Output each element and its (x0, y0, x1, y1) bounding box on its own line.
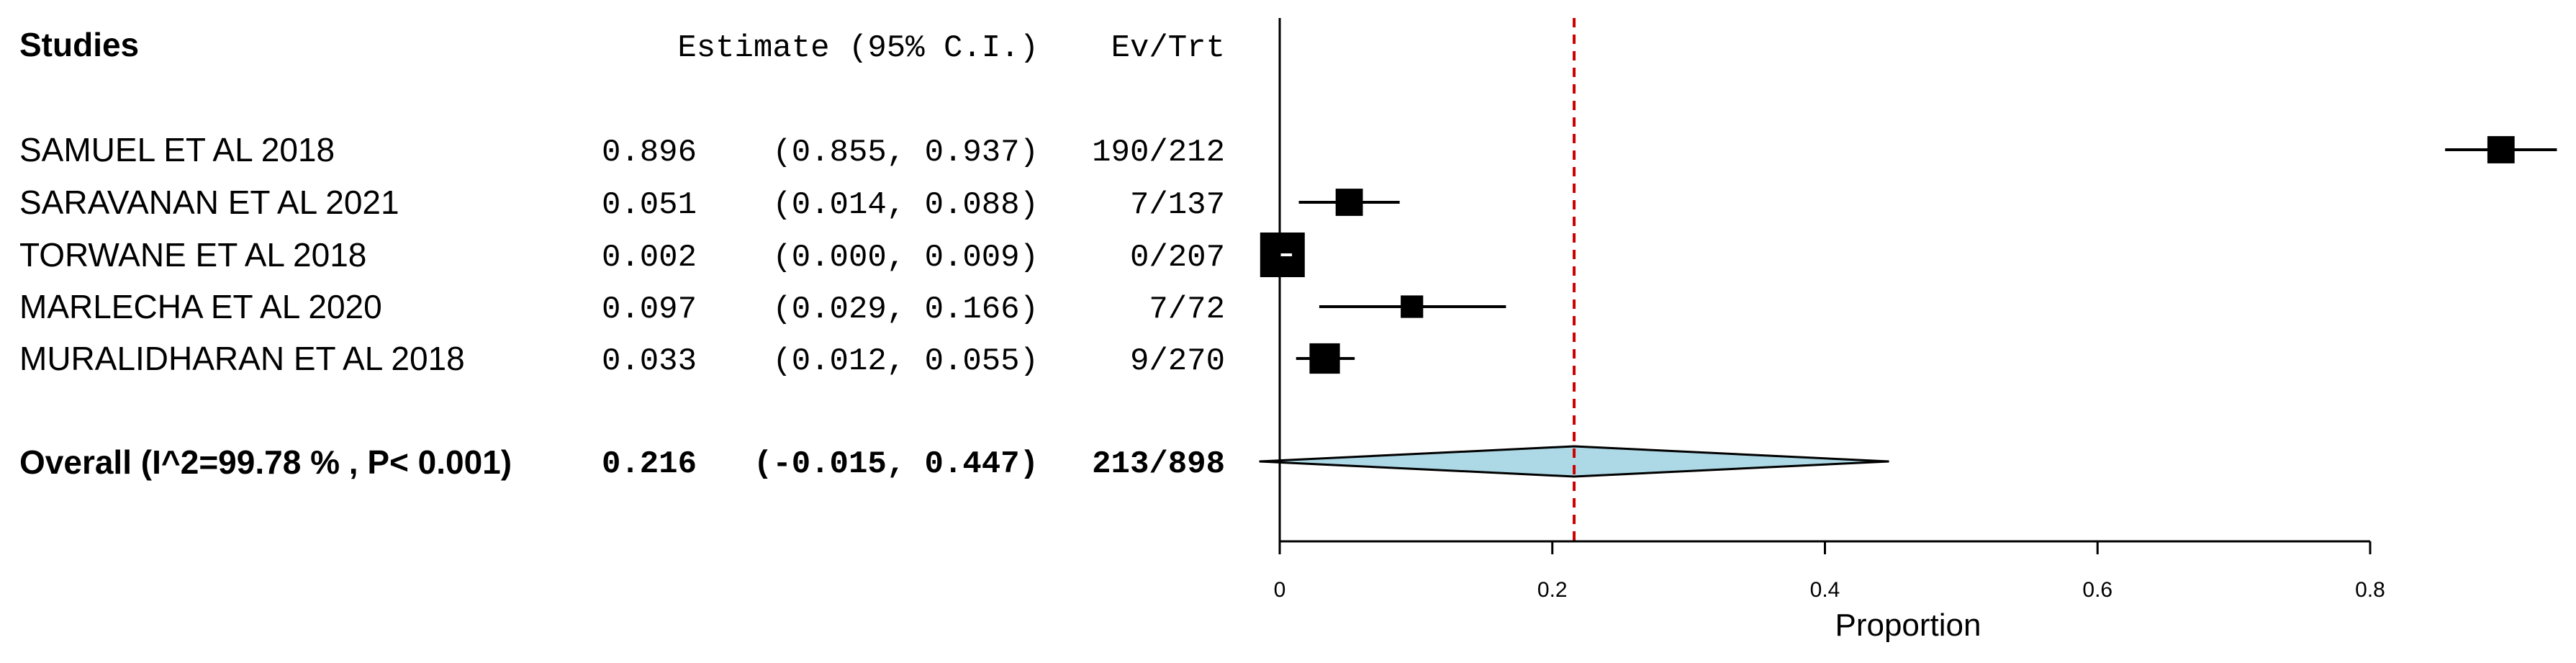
overall-ci: (-0.015, 0.447) (754, 446, 1039, 482)
study-name: SAMUEL ET AL 2018 (19, 131, 335, 168)
study-name: MARLECHA ET AL 2020 (19, 288, 382, 325)
study-ci: (0.000, 0.009) (772, 240, 1039, 276)
study-point-box (1401, 295, 1424, 318)
x-axis: 0 0.2 0.4 0.6 0.8 (1274, 18, 2385, 602)
study-estimate: 0.097 (602, 292, 697, 328)
header-events: Ev/Trt (1111, 30, 1225, 66)
study-point-box (1309, 343, 1340, 374)
x-tick-label: 0.8 (2355, 578, 2385, 602)
x-axis-label: Proportion (1835, 608, 1981, 643)
study-estimate: 0.002 (602, 240, 697, 276)
study-name: TORWANE ET AL 2018 (19, 236, 366, 274)
overall-diamond (1259, 445, 1889, 478)
plot-marks (1259, 18, 2557, 541)
study-ci: (0.855, 0.937) (772, 135, 1039, 171)
study-rows: SAMUEL ET AL 2018 0.896 (0.855, 0.937) 190/… (19, 131, 1225, 482)
overall-estimate: 0.216 (602, 446, 697, 482)
study-events: 9/270 (1130, 343, 1225, 379)
x-tick-label: 0 (1274, 578, 1286, 602)
study-name: MURALIDHARAN ET AL 2018 (19, 340, 465, 377)
study-events: 0/207 (1130, 240, 1225, 276)
study-events: 190/212 (1092, 135, 1225, 171)
study-ci: (0.029, 0.166) (772, 292, 1039, 328)
header-estimate: Estimate (95% C.I.) (677, 30, 1039, 66)
x-tick-label: 0.2 (1537, 578, 1568, 602)
study-ci: (0.014, 0.088) (772, 187, 1039, 223)
study-events: 7/137 (1130, 187, 1225, 223)
overall-label: Overall (I^2=99.78 % , P< 0.001) (19, 443, 512, 481)
overall-events: 213/898 (1092, 446, 1225, 482)
x-tick-label: 0.4 (1810, 578, 1840, 602)
study-estimate: 0.033 (602, 343, 697, 379)
study-name: SARAVANAN ET AL 2021 (19, 184, 399, 221)
study-estimate: 0.896 (602, 135, 697, 171)
study-point-box (1335, 189, 1363, 216)
study-ci: (0.012, 0.055) (772, 343, 1039, 379)
study-estimate: 0.051 (602, 187, 697, 223)
header-studies: Studies (19, 26, 139, 63)
x-tick-label: 0.6 (2082, 578, 2112, 602)
study-point-box (2487, 136, 2515, 163)
study-events: 7/72 (1149, 292, 1225, 328)
